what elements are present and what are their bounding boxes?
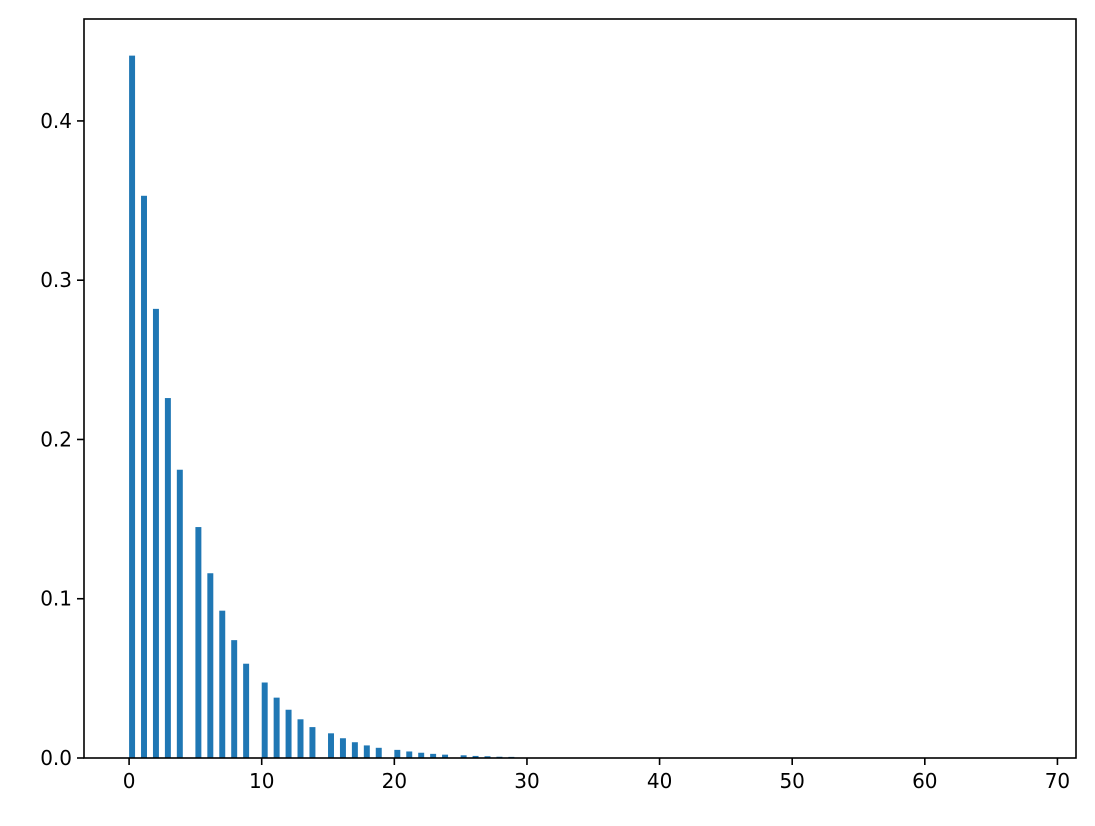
y-tick-label: 0.0 (40, 746, 72, 770)
bar (297, 719, 304, 758)
bar (418, 752, 425, 758)
y-tick-label: 0.1 (40, 587, 72, 611)
y-tick-label: 0.3 (40, 268, 72, 292)
bar (195, 527, 202, 758)
x-tick-label: 50 (779, 769, 804, 793)
x-tick-label: 20 (382, 769, 407, 793)
bar (141, 195, 147, 759)
bar (231, 640, 238, 758)
bars (129, 55, 515, 759)
y-tick-label: 0.2 (40, 427, 72, 451)
bar (129, 55, 136, 758)
bar (261, 682, 268, 758)
bar (351, 742, 358, 758)
bar (460, 755, 467, 758)
bar (484, 756, 491, 758)
bar (164, 398, 171, 758)
bar (219, 610, 226, 758)
bar (406, 751, 413, 758)
bar (430, 753, 437, 758)
bar (309, 727, 316, 758)
x-tick-label: 10 (249, 769, 274, 793)
bar (472, 755, 479, 758)
x-tick-label: 0 (123, 769, 136, 793)
bar (176, 469, 183, 758)
bar (207, 573, 214, 758)
bar (152, 308, 159, 758)
bar (375, 747, 382, 758)
bar (339, 738, 346, 758)
x-tick-label: 40 (647, 769, 672, 793)
bar (285, 709, 292, 758)
x-axis-ticks: 0 10 20 30 40 50 60 70 (123, 758, 1070, 793)
bar (273, 697, 280, 758)
bar (442, 754, 449, 758)
y-axis-ticks: 0.0 0.1 0.2 0.3 0.4 (40, 109, 84, 770)
bar (243, 663, 250, 758)
bar (394, 749, 401, 758)
bar (328, 733, 334, 758)
x-tick-label: 70 (1045, 769, 1070, 793)
bar (363, 745, 370, 758)
plot-frame (83, 18, 1077, 759)
x-tick-label: 30 (514, 769, 539, 793)
y-tick-label: 0.4 (40, 109, 72, 133)
x-tick-label: 60 (912, 769, 937, 793)
